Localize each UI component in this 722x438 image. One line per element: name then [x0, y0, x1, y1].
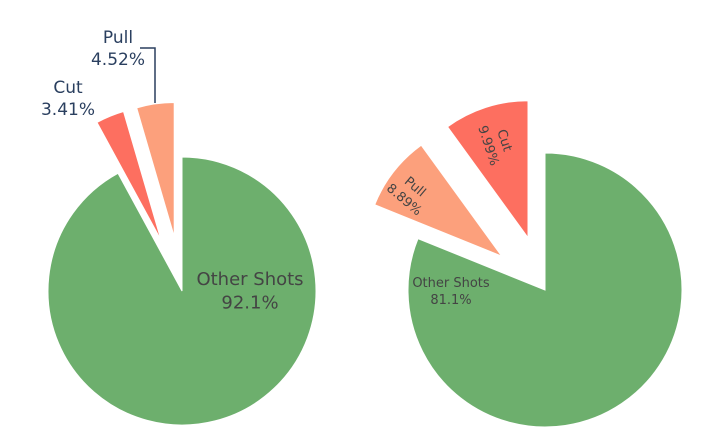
pie-slice [47, 156, 317, 426]
slice-name: Cut [494, 127, 515, 153]
slice-value: 4.52% [91, 50, 145, 70]
slice-name: Pull [103, 28, 133, 48]
slice-label: Cut 3.41% [41, 78, 95, 120]
pie-slice [374, 144, 504, 258]
pie-slice [96, 110, 162, 241]
pie-slice [136, 102, 175, 237]
slice-label: Other Shots 81.1% [412, 276, 490, 308]
slice-value: 92.1% [221, 292, 278, 313]
slice-label: Pull 4.52% [91, 28, 145, 70]
slice-value: 3.41% [41, 100, 95, 120]
leader-line [140, 47, 156, 103]
slice-name: Other Shots [412, 276, 490, 291]
slice-name: Cut [53, 78, 83, 98]
slice-name: Other Shots [196, 269, 303, 290]
pie-slice [407, 152, 683, 428]
slice-value: 81.1% [430, 292, 471, 307]
pie-slice [446, 100, 529, 240]
slice-label: Other Shots 92.1% [196, 269, 303, 313]
